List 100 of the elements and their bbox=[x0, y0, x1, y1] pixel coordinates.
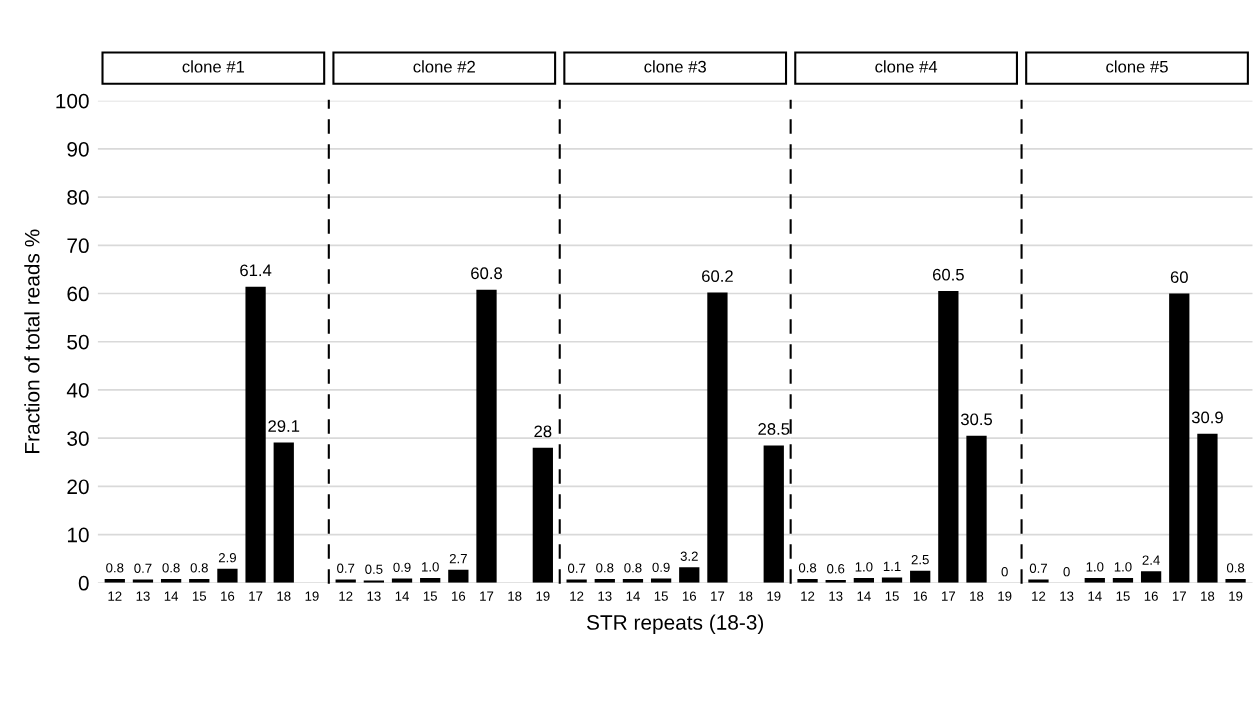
data-label: 0.8 bbox=[624, 563, 642, 573]
data-label: 1.1 bbox=[883, 561, 901, 571]
data-label: 2.4 bbox=[1142, 555, 1160, 565]
data-label: 0.8 bbox=[596, 563, 614, 573]
y-axis-title: Fraction of total reads % bbox=[24, 229, 40, 453]
x-tick-label: 16 bbox=[682, 591, 697, 601]
x-tick-label: 17 bbox=[249, 591, 263, 601]
x-tick-label: 14 bbox=[1088, 591, 1102, 601]
y-tick-label: 100 bbox=[56, 93, 89, 109]
x-tick-label: 13 bbox=[1060, 591, 1074, 601]
data-label: 0.8 bbox=[106, 563, 124, 573]
bar bbox=[1169, 293, 1190, 583]
chart-title: clone #3 bbox=[644, 60, 706, 73]
x-tick-label: 17 bbox=[711, 591, 725, 601]
x-tick-label: 18 bbox=[970, 591, 984, 601]
x-tick-label: 14 bbox=[164, 591, 179, 601]
data-label: 2.9 bbox=[218, 553, 236, 563]
data-label: 1.0 bbox=[1086, 562, 1104, 572]
x-tick-label: 15 bbox=[423, 591, 437, 601]
data-label: 0.7 bbox=[134, 563, 152, 573]
data-label: 0.8 bbox=[190, 563, 208, 573]
bar bbox=[1197, 433, 1218, 583]
data-label: 30.9 bbox=[1191, 411, 1223, 424]
x-tick-label: 18 bbox=[1201, 591, 1215, 601]
x-tick-label: 19 bbox=[1229, 591, 1243, 601]
data-label: 1.0 bbox=[1114, 562, 1132, 572]
x-tick-label: 18 bbox=[739, 591, 753, 601]
data-label: 3.2 bbox=[680, 551, 698, 561]
data-label: 0 bbox=[1001, 566, 1008, 577]
data-label: 0.9 bbox=[393, 562, 411, 572]
y-tick-label: 60 bbox=[67, 286, 89, 302]
x-tick-label: 15 bbox=[192, 591, 207, 601]
y-tick-label: 40 bbox=[66, 382, 89, 398]
y-tick-label: 80 bbox=[67, 190, 89, 205]
x-tick-label: 14 bbox=[857, 591, 871, 601]
chart-title: clone #2 bbox=[413, 60, 475, 73]
data-label: 28 bbox=[534, 425, 552, 438]
data-label: 0.8 bbox=[798, 563, 817, 573]
x-tick-label: 19 bbox=[767, 591, 781, 601]
y-tick-label: 30 bbox=[67, 431, 89, 446]
x-tick-label: 16 bbox=[221, 591, 235, 601]
data-label: 0.7 bbox=[337, 563, 355, 573]
data-label: 60.5 bbox=[932, 268, 964, 281]
data-label: 0.6 bbox=[827, 564, 845, 574]
x-tick-label: 12 bbox=[1032, 591, 1046, 601]
data-label: 0.8 bbox=[162, 563, 180, 573]
bar bbox=[881, 577, 903, 583]
y-tick-label: 20 bbox=[67, 479, 89, 495]
data-label: 0.7 bbox=[567, 563, 586, 573]
data-label: 0.9 bbox=[652, 562, 670, 572]
x-tick-label: 16 bbox=[1144, 591, 1158, 601]
x-tick-label: 19 bbox=[536, 591, 550, 601]
x-tick-label: 12 bbox=[339, 591, 353, 601]
x-tick-label: 15 bbox=[1116, 591, 1130, 601]
data-label: 60.8 bbox=[471, 267, 503, 280]
x-tick-label: 13 bbox=[829, 591, 843, 601]
data-label: 28.5 bbox=[758, 423, 790, 435]
chart-title: clone #1 bbox=[182, 60, 245, 73]
x-tick-label: 12 bbox=[570, 591, 584, 601]
bar bbox=[476, 289, 497, 583]
x-tick-label: 19 bbox=[305, 591, 319, 601]
bar bbox=[938, 291, 959, 583]
bar bbox=[650, 578, 672, 583]
data-label: 2.7 bbox=[449, 553, 467, 564]
bar bbox=[532, 447, 553, 583]
bar bbox=[273, 442, 294, 583]
x-tick-label: 12 bbox=[801, 591, 815, 601]
bar bbox=[679, 567, 700, 583]
bar bbox=[966, 435, 987, 583]
x-tick-label: 17 bbox=[1172, 591, 1186, 601]
data-label: 30.5 bbox=[960, 413, 993, 426]
x-tick-label: 16 bbox=[452, 591, 466, 601]
bar bbox=[763, 445, 784, 583]
x-tick-label: 15 bbox=[654, 591, 668, 601]
x-tick-label: 13 bbox=[367, 591, 381, 601]
data-label: 29.1 bbox=[268, 420, 300, 432]
data-label: 1.0 bbox=[855, 562, 873, 572]
x-tick-label: 18 bbox=[277, 591, 291, 601]
data-label: 2.5 bbox=[911, 554, 929, 565]
data-label: 0.8 bbox=[1226, 563, 1245, 573]
bar bbox=[391, 578, 413, 583]
x-tick-label: 14 bbox=[395, 591, 409, 601]
bar bbox=[1028, 579, 1049, 583]
y-tick-label: 90 bbox=[67, 141, 89, 157]
bar bbox=[910, 570, 931, 583]
x-tick-label: 13 bbox=[136, 591, 150, 601]
y-tick-label: 70 bbox=[67, 238, 89, 254]
y-tick-label: 0 bbox=[78, 575, 89, 591]
bar bbox=[566, 579, 587, 583]
bar bbox=[245, 286, 266, 583]
x-tick-label: 14 bbox=[626, 591, 640, 601]
y-tick-label: 50 bbox=[67, 334, 89, 350]
x-tick-label: 15 bbox=[885, 591, 899, 601]
data-label: 0.5 bbox=[365, 564, 383, 574]
x-tick-label: 13 bbox=[598, 591, 612, 601]
data-label: 1.0 bbox=[422, 562, 439, 572]
x-tick-label: 17 bbox=[480, 591, 494, 601]
bar bbox=[448, 569, 469, 583]
y-tick-label: 10 bbox=[67, 527, 89, 543]
data-label: 0 bbox=[1063, 566, 1070, 577]
